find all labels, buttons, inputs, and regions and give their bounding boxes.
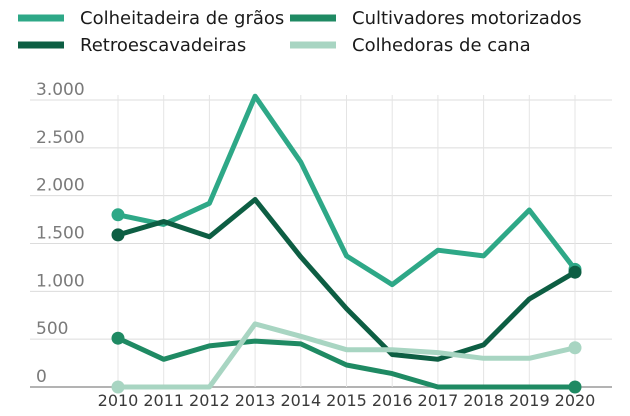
x-tick-label: 2018 [463, 391, 504, 410]
y-tick-label: 1.500 [36, 224, 85, 244]
x-tick-label: 2014 [280, 391, 321, 410]
x-tick-label: 2017 [418, 391, 459, 410]
series-end-marker-colhedoras-de-cana [568, 341, 582, 355]
legend-label-retroescavadeiras: Retroescavadeiras [80, 35, 246, 56]
series-line-colhedoras-de-cana [115, 321, 578, 390]
series-line-retroescavadeiras [115, 197, 578, 362]
legend-label-colhedoras-de-cana: Colhedoras de cana [352, 35, 531, 56]
plot-area [111, 93, 582, 394]
x-tick-label: 2010 [98, 391, 139, 410]
y-tick-label: 2.000 [36, 176, 85, 196]
series-line-colheitadeira-de-graos [115, 93, 578, 288]
legend-label-cultivadores-motorizados: Cultivadores motorizados [352, 8, 582, 29]
x-tick-label: 2020 [555, 391, 596, 410]
y-tick-label: 500 [36, 319, 68, 339]
grid [30, 95, 612, 388]
series-start-marker-colheitadeira-de-graos [111, 208, 125, 222]
legend: Colheitadeira de grãos Cultivadores motor… [18, 8, 582, 56]
x-tick-label: 2013 [235, 391, 276, 410]
x-tick-label: 2016 [372, 391, 413, 410]
series-start-marker-retroescavadeiras [111, 228, 125, 242]
x-tick-label: 2011 [143, 391, 184, 410]
series-line-cultivadores-motorizados [115, 335, 578, 390]
legend-label-colheitadeira-de-graos: Colheitadeira de grãos [80, 8, 284, 29]
y-axis: 0 500 1.000 1.500 2.000 2.500 3.000 [36, 80, 85, 387]
y-tick-label: 1.000 [36, 271, 85, 291]
x-tick-label: 2015 [326, 391, 367, 410]
y-tick-label: 2.500 [36, 128, 85, 148]
series-end-marker-cultivadores-motorizados [568, 380, 582, 394]
y-tick-label: 3.000 [36, 80, 85, 100]
x-tick-label: 2019 [509, 391, 550, 410]
x-axis: 2010 2011 2012 2013 2014 2015 2016 2017 2018 2019… [98, 391, 596, 410]
series-start-marker-colhedoras-de-cana [111, 380, 125, 394]
series-start-marker-cultivadores-motorizados [111, 331, 125, 345]
series-end-marker-retroescavadeiras [568, 265, 582, 279]
x-tick-label: 2012 [189, 391, 230, 410]
y-tick-label: 0 [36, 367, 47, 387]
